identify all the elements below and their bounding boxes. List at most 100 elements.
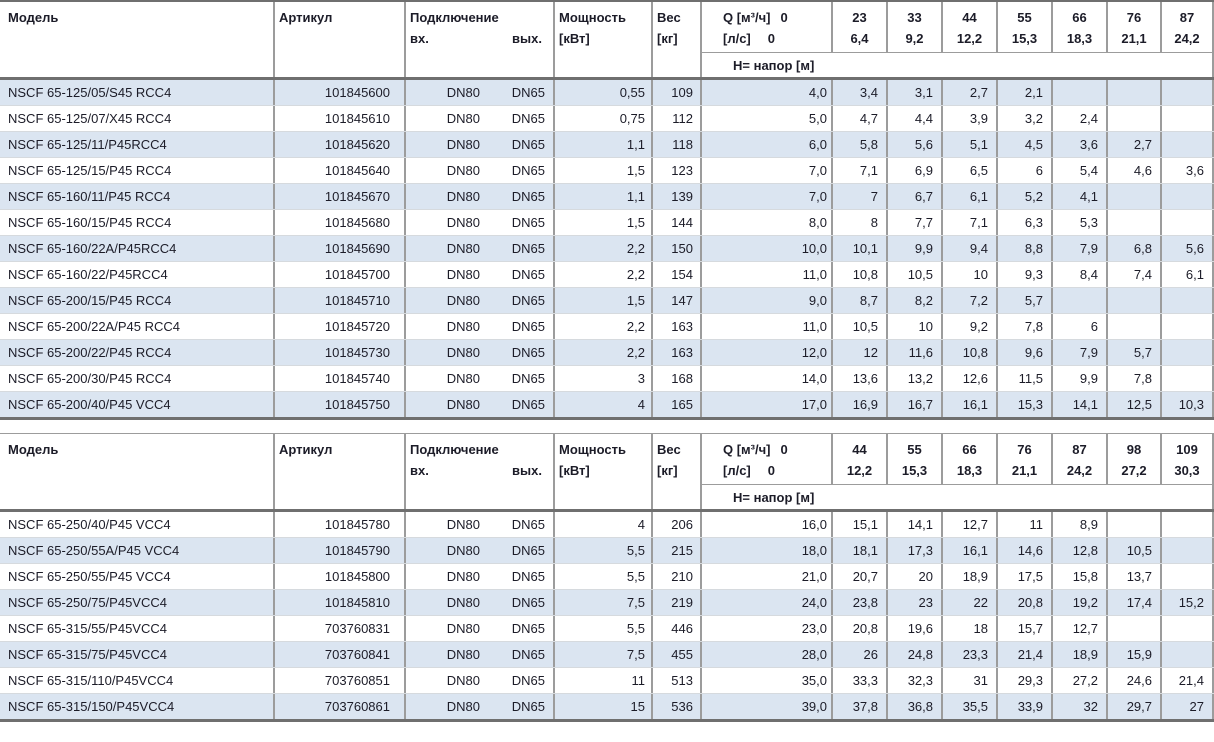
flow-ls-value: 21,1 (1121, 31, 1147, 46)
model-cell: NSCF 65-315/55/P45VCC4 (8, 621, 167, 636)
head-cell (1051, 80, 1106, 105)
head-label: Н= напор [м] (733, 57, 815, 73)
power-cell: 0,55 (553, 80, 651, 105)
head-cell: 15,3 (996, 392, 1051, 417)
flow-m3h-value: 44 (962, 10, 977, 25)
head-q0-cell: 6,0 (700, 132, 831, 157)
head-cell (1160, 80, 1214, 105)
dn-outlet-cell: DN65 (511, 595, 545, 610)
head-cell: 9,6 (996, 340, 1051, 365)
flow-header-cell: 44 12,2 (941, 2, 996, 52)
weight-cell: 112 (651, 106, 700, 131)
table-row: NSCF 65-250/75/P45VCC4 101845810 DN80 DN… (0, 590, 1214, 616)
weight-cell: 139 (651, 184, 700, 209)
head-cell: 5,3 (1051, 210, 1106, 235)
dn-inlet-cell: DN80 (404, 288, 484, 313)
head-cell: 4,7 (831, 106, 886, 131)
article-cell: 101845620 (273, 132, 404, 157)
head-cell (1160, 538, 1214, 563)
dn-inlet-cell: DN80 (404, 512, 484, 537)
head-cell: 14,1 (1051, 392, 1106, 417)
head-q0-cell: 10,0 (700, 236, 831, 261)
head-cell: 3,9 (941, 106, 996, 131)
table-header: Модель Артикул Подключение вх. вых. Мощн… (0, 434, 1214, 512)
flow-m3h-value: 33 (907, 10, 922, 25)
dn-inlet-cell: DN80 (404, 158, 484, 183)
head-cell: 36,8 (886, 694, 941, 719)
dn-outlet-cell: DN65 (511, 699, 545, 714)
power-cell: 1,5 (553, 210, 651, 235)
model-column-header: Модель (8, 442, 59, 457)
head-cell (1160, 512, 1214, 537)
flow-ls-value: 24,2 (1066, 463, 1093, 478)
head-cell (1106, 106, 1160, 131)
dn-inlet-cell: DN80 (404, 184, 484, 209)
flow-m3h-value: 98 (1126, 442, 1142, 457)
head-cell: 15,1 (831, 512, 886, 537)
dn-inlet-cell: DN80 (404, 538, 484, 563)
table-row: NSCF 65-315/55/P45VCC4 703760831 DN80 DN… (0, 616, 1214, 642)
article-cell: 703760831 (273, 616, 404, 641)
table-row: NSCF 65-160/22A/P45RCC4 101845690 DN80 D… (0, 236, 1214, 262)
dn-outlet-cell: DN65 (511, 267, 545, 282)
dn-outlet-cell: DN65 (511, 189, 545, 204)
article-cell: 101845740 (273, 366, 404, 391)
dn-outlet-cell: DN65 (511, 241, 545, 256)
weight-cell: 446 (651, 616, 700, 641)
flow-ls-value: 6,4 (850, 31, 869, 46)
head-cell: 3,6 (1160, 158, 1214, 183)
head-cell: 11 (996, 512, 1051, 537)
model-cell: NSCF 65-160/15/P45 RCC4 (8, 215, 172, 230)
head-cell: 18,1 (831, 538, 886, 563)
dn-outlet-cell: DN65 (511, 319, 545, 334)
head-cell: 6,1 (941, 184, 996, 209)
head-cell: 5,7 (1106, 340, 1160, 365)
head-cell: 9,9 (1051, 366, 1106, 391)
head-cell: 10,1 (831, 236, 886, 261)
dn-inlet-cell: DN80 (404, 668, 484, 693)
head-cell: 6,5 (941, 158, 996, 183)
flow-head-section: Q [м³/ч] 0 [л/с] 0 44 12,2 55 15,3 66 (700, 434, 1214, 509)
pump-spec-table-2: Модель Артикул Подключение вх. вых. Мощн… (0, 433, 1214, 722)
dn-inlet-cell: DN80 (404, 694, 484, 719)
power-cell: 7,5 (553, 590, 651, 615)
head-cell: 6 (1051, 314, 1106, 339)
dn-inlet-cell: DN80 (404, 106, 484, 131)
flow-header-cell: 87 24,2 (1051, 434, 1106, 484)
article-cell: 703760851 (273, 668, 404, 693)
head-cell: 13,7 (1106, 564, 1160, 589)
connection-label: Подключение (410, 442, 499, 457)
head-cell: 8 (831, 210, 886, 235)
flow-header-cell: 109 30,3 (1160, 434, 1212, 484)
flow-ls-value: 24,2 (1174, 31, 1200, 46)
head-cell: 3,4 (831, 80, 886, 105)
flow-m3h-value: 44 (852, 442, 867, 457)
head-cell: 12 (831, 340, 886, 365)
article-cell: 101845610 (273, 106, 404, 131)
power-cell: 1,5 (553, 288, 651, 313)
head-cell: 3,1 (886, 80, 941, 105)
head-cell: 7,9 (1051, 236, 1106, 261)
table-row: NSCF 65-315/110/P45VCC4 703760851 DN80 D… (0, 668, 1214, 694)
weight-cell: 154 (651, 262, 700, 287)
table-row: NSCF 65-250/40/P45 VCC4 101845780 DN80 D… (0, 512, 1214, 538)
flow-m3h-value: 55 (1017, 10, 1032, 25)
article-cell: 101845750 (273, 392, 404, 417)
head-cell: 16,9 (831, 392, 886, 417)
head-cell: 17,4 (1106, 590, 1160, 615)
flow-ls-value: 15,3 (901, 463, 928, 478)
head-band: Н= напор [м] (702, 52, 1212, 77)
article-cell: 101845690 (273, 236, 404, 261)
head-cell: 5,8 (831, 132, 886, 157)
dn-inlet-cell: DN80 (404, 366, 484, 391)
head-cell (1106, 80, 1160, 105)
article-column-header: Артикул (273, 2, 404, 77)
head-cell: 2,7 (1106, 132, 1160, 157)
flow-m3h-zero: 0 (780, 10, 788, 25)
article-cell: 101845670 (273, 184, 404, 209)
flow-m3h-value: 87 (1179, 10, 1195, 25)
power-cell: 11 (553, 668, 651, 693)
flow-m3h-label: Q [м³/ч] (723, 10, 771, 25)
head-cell (1160, 288, 1214, 313)
table-row: NSCF 65-125/15/P45 RCC4 101845640 DN80 D… (0, 158, 1214, 184)
